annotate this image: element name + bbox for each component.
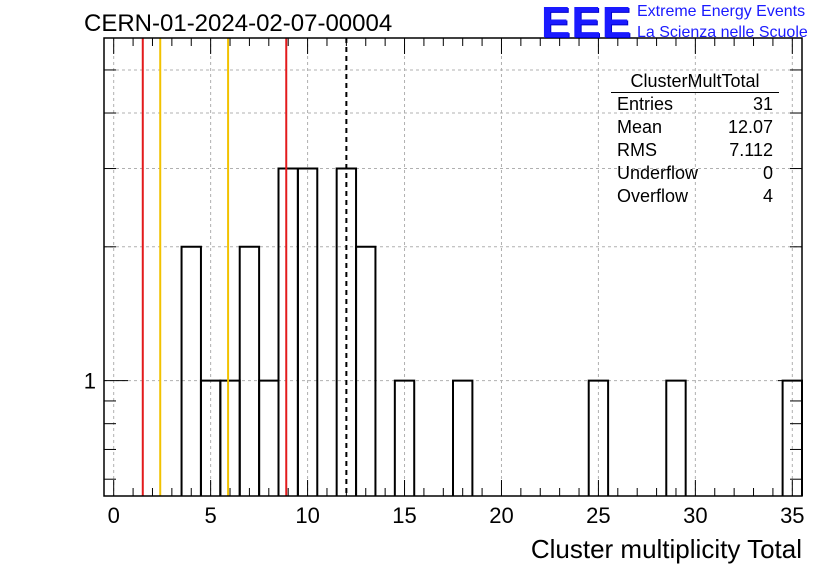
histogram-bar [665, 379, 687, 496]
run-title: CERN-01-2024-02-07-00004 [84, 10, 393, 37]
x-tick-label: 5 [205, 503, 217, 528]
histogram-bar [355, 245, 377, 496]
x-tick-label: 35 [780, 503, 804, 528]
stats-label: Entries [617, 94, 674, 114]
histogram-bar [296, 167, 319, 496]
logo-line-1: Extreme Energy Events [637, 3, 806, 20]
x-tick-label: 30 [683, 503, 707, 528]
histogram-bar [180, 245, 202, 496]
stats-row-mean: Mean 12.07 [611, 116, 779, 139]
stats-label: Overflow [617, 186, 689, 206]
histogram-bar [452, 379, 474, 496]
histogram-bar [393, 379, 416, 496]
stats-row-overflow: Overflow 4 [611, 185, 779, 208]
x-axis-label: Cluster multiplicity Total [531, 534, 802, 564]
y-tick-label: 1 [84, 369, 96, 394]
stats-label: Mean [617, 117, 663, 137]
stats-row-underflow: Underflow 0 [611, 162, 779, 185]
stats-row-entries: Entries 31 [611, 93, 779, 116]
histogram-bar [587, 379, 610, 496]
logo-line-2: La Scienza nelle Scuole [637, 24, 808, 41]
stats-row-rms: RMS 7.112 [611, 139, 779, 162]
histogram-bar [277, 167, 299, 496]
histogram-bar [219, 379, 241, 496]
stats-value: 7.112 [729, 140, 773, 160]
x-tick-label: 10 [295, 503, 319, 528]
x-tick-label: 25 [586, 503, 610, 528]
plot-frame [103, 37, 803, 497]
stats-box: ClusterMultTotal Entries 31 Mean 12.07 R… [611, 70, 779, 208]
stats-label: RMS [617, 140, 657, 160]
stats-histogram-name: ClusterMultTotal [611, 70, 779, 93]
stats-value: 12.07 [727, 117, 773, 137]
stats-label: Underflow [617, 163, 699, 183]
histogram-bar [238, 245, 261, 496]
x-tick-label: 0 [108, 503, 120, 528]
x-tick-label: 15 [392, 503, 416, 528]
stats-value: 31 [752, 94, 773, 114]
stats-value: 4 [762, 186, 773, 206]
eee-logo: EEE [541, 0, 633, 47]
histogram-bar [258, 379, 280, 496]
stats-value: 0 [762, 163, 773, 183]
x-tick-label: 20 [489, 503, 513, 528]
